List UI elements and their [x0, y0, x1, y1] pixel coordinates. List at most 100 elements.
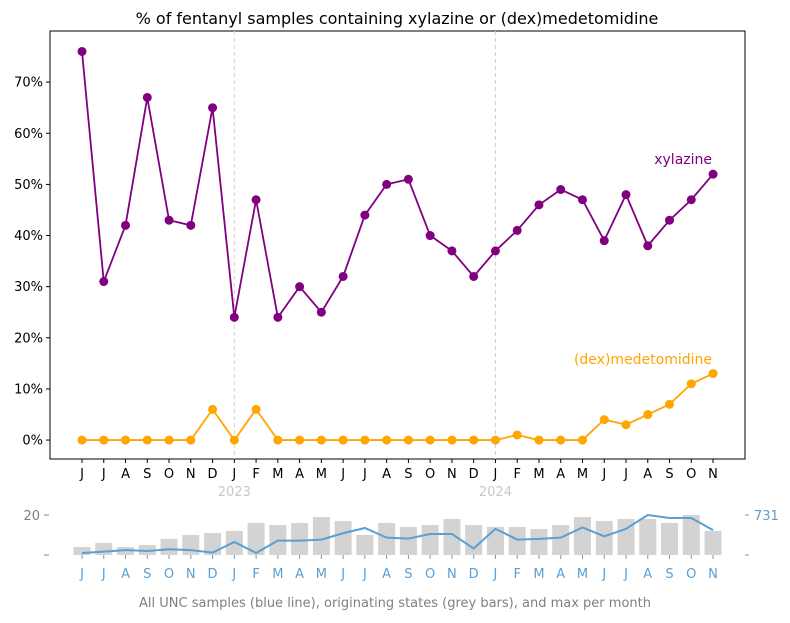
- data-point: [599, 415, 609, 425]
- data-point: [295, 282, 305, 292]
- sub-x-tick-label: F: [513, 567, 520, 582]
- sub-x-tick-label: S: [665, 567, 673, 582]
- data-point: [77, 46, 87, 56]
- sub-x-tick-label: N: [447, 567, 457, 582]
- data-point: [99, 435, 109, 445]
- sub-x-tick-label: J: [79, 567, 84, 582]
- data-point: [316, 307, 326, 317]
- data-point: [469, 271, 479, 281]
- x-tick-label: M: [577, 467, 588, 482]
- state-count-bar: [334, 521, 352, 555]
- x-tick-label: A: [556, 467, 565, 482]
- y-tick-label: 70%: [14, 76, 43, 91]
- data-point: [360, 210, 370, 220]
- data-point: [164, 435, 174, 445]
- data-point: [142, 435, 152, 445]
- state-count-bar: [530, 529, 548, 555]
- data-point: [643, 410, 653, 420]
- sub-x-tick-label: N: [708, 567, 718, 582]
- data-point: [599, 236, 609, 246]
- x-tick-label: O: [164, 467, 174, 482]
- series-line-medetomidine: [82, 372, 714, 442]
- x-tick-label: S: [143, 467, 151, 482]
- x-tick-label: A: [382, 467, 391, 482]
- data-point: [251, 195, 261, 205]
- state-count-bar: [73, 547, 91, 555]
- x-tick-label: A: [121, 467, 130, 482]
- sub-x-tick-label: O: [686, 567, 696, 582]
- data-point: [534, 200, 544, 210]
- x-tick-label: N: [186, 467, 196, 482]
- data-point: [447, 246, 457, 256]
- sub-x-tick-label: A: [556, 567, 565, 582]
- sub-x-tick-label: A: [382, 567, 391, 582]
- data-point: [665, 215, 675, 225]
- data-point: [621, 190, 631, 200]
- x-tick-label: J: [340, 467, 345, 482]
- sub-x-tick-label: J: [231, 567, 236, 582]
- series-label-medetomidine: (dex)medetomidine: [574, 352, 712, 368]
- x-tick-label: M: [316, 467, 327, 482]
- sub-x-tick-label: M: [577, 567, 588, 582]
- sub-x-tick-label: N: [186, 567, 196, 582]
- data-point: [665, 399, 675, 409]
- data-point: [577, 435, 587, 445]
- sub-x-tick-label: M: [272, 567, 283, 582]
- x-tick-label: J: [231, 467, 236, 482]
- x-tick-label: J: [101, 467, 106, 482]
- y-tick-label: 50%: [14, 178, 43, 193]
- data-point: [708, 169, 718, 179]
- year-label: 2024: [479, 485, 512, 500]
- state-count-bar: [595, 521, 613, 555]
- data-point: [490, 435, 500, 445]
- state-count-bar: [247, 523, 265, 555]
- x-tick-label: J: [79, 467, 84, 482]
- data-point: [186, 220, 196, 230]
- sub-x-tick-label: D: [469, 567, 479, 582]
- x-tick-label: N: [447, 467, 457, 482]
- state-count-bar: [378, 523, 396, 555]
- x-tick-label: N: [708, 467, 718, 482]
- data-point: [512, 225, 522, 235]
- state-count-bar: [508, 527, 526, 555]
- data-point: [556, 185, 566, 195]
- data-point: [490, 246, 500, 256]
- data-point: [512, 430, 522, 440]
- sub-x-tick-label: S: [404, 567, 412, 582]
- state-count-bar: [421, 525, 439, 555]
- data-point: [469, 435, 479, 445]
- x-tick-label: J: [601, 467, 606, 482]
- data-point: [273, 435, 283, 445]
- data-point: [295, 435, 305, 445]
- state-count-bar: [95, 543, 113, 555]
- sub-x-tick-label: J: [101, 567, 106, 582]
- data-point: [534, 435, 544, 445]
- data-point: [338, 435, 348, 445]
- x-tick-label: S: [665, 467, 673, 482]
- x-tick-label: M: [272, 467, 283, 482]
- data-point: [338, 271, 348, 281]
- data-point: [121, 435, 131, 445]
- sub-x-tick-label: O: [164, 567, 174, 582]
- data-point: [273, 312, 283, 322]
- data-point: [556, 435, 566, 445]
- data-point: [643, 241, 653, 251]
- x-tick-label: F: [252, 467, 259, 482]
- x-tick-label: O: [425, 467, 435, 482]
- sub-x-tick-label: J: [493, 567, 498, 582]
- data-point: [186, 435, 196, 445]
- state-count-bar: [552, 525, 570, 555]
- data-point: [316, 435, 326, 445]
- y-tick-label: 0%: [22, 434, 43, 449]
- state-count-bar: [399, 527, 417, 555]
- sub-x-tick-label: A: [643, 567, 652, 582]
- x-tick-label: J: [493, 467, 498, 482]
- x-tick-label: F: [513, 467, 520, 482]
- state-count-bar: [617, 519, 635, 555]
- state-count-bar: [312, 517, 330, 555]
- sub-x-tick-label: O: [425, 567, 435, 582]
- data-point: [251, 404, 261, 414]
- data-point: [142, 92, 152, 102]
- data-point: [99, 277, 109, 287]
